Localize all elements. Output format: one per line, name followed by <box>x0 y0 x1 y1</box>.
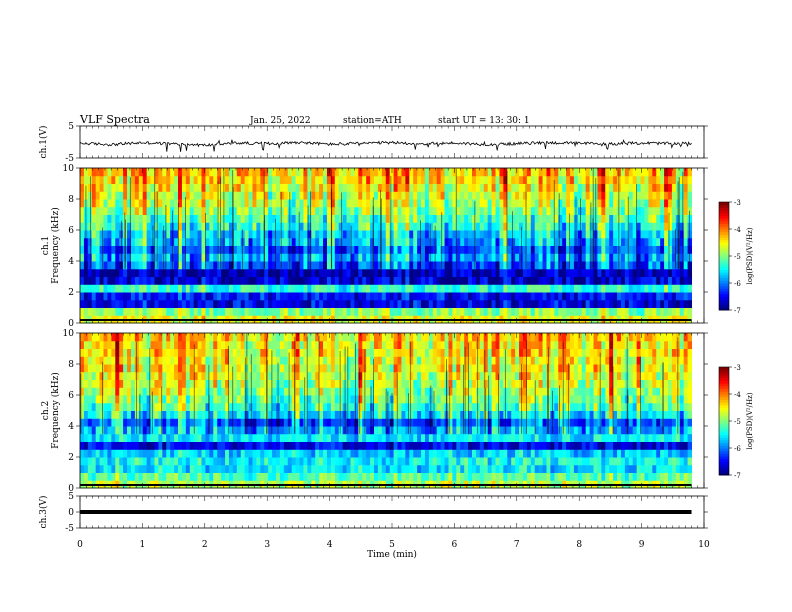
colorbar-tick-label: -5 <box>734 253 741 261</box>
panel-ch1-voltage: ch.1(V) 5 -5 <box>38 122 708 164</box>
x-tick-label: 4 <box>327 540 333 550</box>
y-tick-label: 2 <box>68 288 74 298</box>
y-tick-label: 5 <box>68 122 74 132</box>
y-tick-label: -5 <box>65 524 74 534</box>
panel-ch3-voltage: ch.3(V) 5 0 -5 <box>38 492 708 534</box>
x-tick-label: 6 <box>452 540 458 550</box>
colorbar-tick-label: -5 <box>734 418 741 426</box>
colorbar-tick-label: -6 <box>734 280 741 288</box>
y-tick-label: 4 <box>68 422 74 432</box>
x-tick-label: 8 <box>576 540 582 550</box>
start-time-label: start UT = 13: 30: 1 <box>438 116 530 126</box>
x-tick-label: 2 <box>202 540 208 550</box>
y-axis-label: ch.3(V) <box>38 496 49 529</box>
y-tick-label: -5 <box>65 154 74 164</box>
y-axis-label: ch.1(V) <box>38 126 49 159</box>
colorbar: -3 -4 -5 -6 -7 log(PSD)(V²/Hz) <box>718 199 754 315</box>
colorbar-label: log(PSD)(V²/Hz) <box>746 227 754 284</box>
spectrogram-cells <box>80 168 693 324</box>
ch1-trace-line <box>79 139 692 152</box>
x-tick-labels: 0 1 2 3 4 5 6 7 8 9 10 <box>77 540 710 550</box>
y-tick-label: 6 <box>68 391 74 401</box>
y-tick-label: 10 <box>63 329 75 339</box>
x-tick-label: 1 <box>140 540 146 550</box>
y-axis-label: Frequency (kHz) <box>50 372 61 449</box>
date-label: Jan. 25, 2022 <box>249 116 311 126</box>
colorbar-tick-label: -7 <box>734 307 741 315</box>
x-tick-label: 7 <box>514 540 520 550</box>
colorbar-label: log(PSD)(V²/Hz) <box>746 392 754 449</box>
y-axis-channel-label: ch.1 <box>41 236 51 255</box>
voltage-trace <box>79 139 692 152</box>
colorbar-tick-label: -6 <box>734 445 741 453</box>
colorbar-tick-label: -3 <box>734 364 741 372</box>
y-axis-label: Frequency (kHz) <box>50 207 61 284</box>
y-tick-label: 0 <box>68 319 74 329</box>
panel-ch2-spectrogram: -3 -4 -5 -6 -7 log(PSD)(V²/Hz) ch.2 Frequency (… <box>41 329 754 494</box>
y-tick-label: 2 <box>68 453 74 463</box>
x-tick-label: 3 <box>264 540 270 550</box>
colorbar-tick-label: -3 <box>734 199 741 207</box>
y-tick-label: 5 <box>68 492 74 502</box>
x-tick-label: 0 <box>77 540 83 550</box>
station-label: station=ATH <box>343 116 402 126</box>
colorbar-tick-label: -7 <box>734 472 741 480</box>
x-axis-label: Time (min) <box>367 549 417 560</box>
figure-title: VLF Spectra <box>79 113 150 126</box>
y-tick-label: 0 <box>68 508 74 518</box>
panel-ch1-spectrogram: -3 -4 -5 -6 -7 log(PSD)(V²/Hz) ch.1 Frequency (… <box>41 164 754 329</box>
colorbar-tick-label: -4 <box>734 226 741 234</box>
y-tick-label: 8 <box>68 360 74 370</box>
x-tick-label: 10 <box>698 540 710 550</box>
colorbar: -3 -4 -5 -6 -7 log(PSD)(V²/Hz) <box>718 364 754 480</box>
y-tick-label: 0 <box>68 484 74 494</box>
y-tick-label: 4 <box>68 257 74 267</box>
y-tick-label: 6 <box>68 226 74 236</box>
spectrogram-cells <box>80 333 693 489</box>
y-tick-label: 8 <box>68 195 74 205</box>
x-tick-label: 5 <box>389 540 395 550</box>
y-axis-channel-label: ch.2 <box>41 401 51 420</box>
y-tick-label: 10 <box>63 164 75 174</box>
colorbar-tick-label: -4 <box>734 391 741 399</box>
x-tick-label: 9 <box>639 540 645 550</box>
